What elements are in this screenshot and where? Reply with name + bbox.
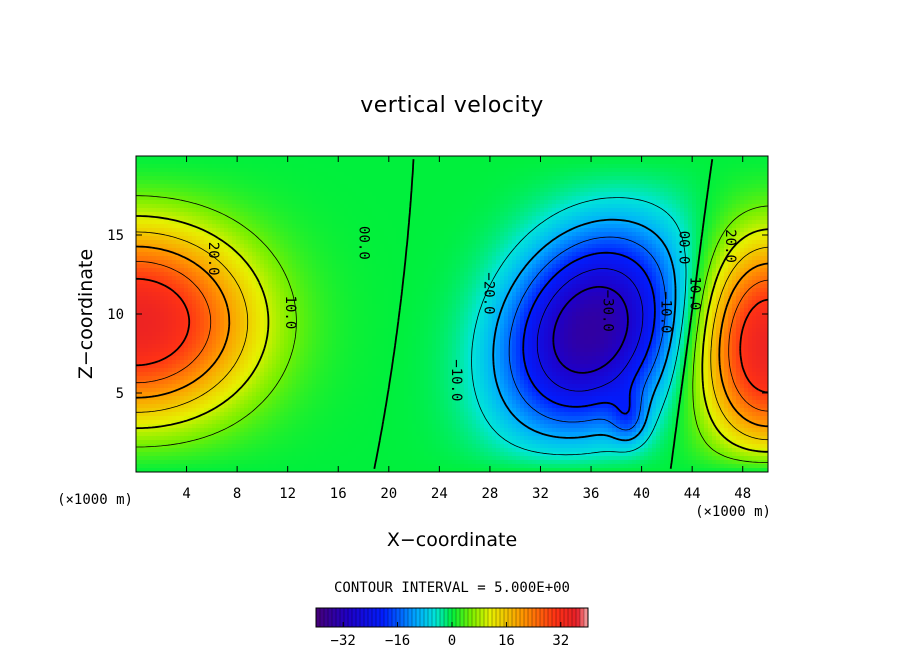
colorbar-ticks: −32 −16 0 16 32 (331, 622, 569, 649)
contour-line-15 (136, 231, 768, 441)
contour-line-30 (136, 277, 768, 394)
contour-label: 20.0 (722, 229, 738, 263)
x-unit-right: (×1000 m) (695, 504, 771, 520)
chart-title: vertical velocity (360, 93, 544, 118)
x-tick-label: 48 (734, 486, 751, 502)
x-tick-label: 24 (431, 486, 448, 502)
x-axis: 4 8 12 16 20 24 28 32 36 40 44 48 (182, 156, 751, 502)
contour-line-0 (373, 159, 714, 469)
contour-field (136, 156, 768, 472)
contour-line-5 (136, 195, 768, 463)
x-tick-label: 28 (481, 486, 498, 502)
contour-label: 10.0 (282, 296, 298, 330)
x-tick-label: 44 (684, 486, 701, 502)
y-tick-label: 5 (116, 386, 124, 402)
x-tick-label: 8 (233, 486, 241, 502)
contour-line-neg5 (471, 197, 687, 456)
contour-label: 20.0 (205, 242, 221, 276)
contour-label: 10.0 (687, 277, 703, 311)
x-tick-label: 4 (182, 486, 190, 502)
contour-label: −20.0 (481, 272, 497, 314)
colorbar-tick-label: −16 (385, 633, 410, 649)
y-axis: 5 10 15 (107, 228, 768, 402)
colorbar-tick-label: 0 (448, 633, 456, 649)
contour-label: −10.0 (448, 359, 464, 401)
y-tick-label: 15 (107, 228, 124, 244)
contour-line-neg15 (508, 236, 666, 431)
colorbar: −32 −16 0 16 32 (315, 607, 589, 649)
contour-label: 00.0 (675, 231, 691, 265)
x-tick-label: 12 (279, 486, 296, 502)
x-axis-label: X−coordinate (387, 529, 517, 551)
contour-line-20 (136, 245, 768, 428)
colorbar-tick-label: −32 (331, 633, 356, 649)
x-tick-label: 36 (583, 486, 600, 502)
contour-label: −10.0 (658, 291, 674, 333)
contour-label: −30.0 (600, 290, 616, 332)
contour-lines (136, 159, 768, 469)
x-tick-label: 40 (633, 486, 650, 502)
x-tick-label: 32 (532, 486, 549, 502)
y-tick-label: 10 (107, 307, 124, 323)
contour-line-neg25 (536, 268, 644, 392)
contour-line-neg10 (492, 218, 677, 442)
y-axis-label: Z−coordinate (75, 249, 97, 379)
contour-line-neg20 (522, 251, 656, 415)
x-tick-label: 16 (330, 486, 347, 502)
contour-label: 00.0 (356, 226, 372, 260)
contour-interval-text: CONTOUR INTERVAL = 5.000E+00 (334, 580, 570, 596)
x-unit-left: (×1000 m) (57, 492, 133, 508)
x-tick-label: 20 (380, 486, 397, 502)
contour-line-10 (136, 215, 768, 453)
contour-labels: 20.0 10.0 00.0 −20.0 −10.0 −30.0 −10.0 00.0 10.0… (205, 226, 738, 401)
colorbar-tick-label: 32 (552, 633, 569, 649)
contour-line-neg30 (552, 286, 629, 374)
colorbar-tick-label: 16 (498, 633, 515, 649)
contour-line-25 (136, 261, 768, 412)
